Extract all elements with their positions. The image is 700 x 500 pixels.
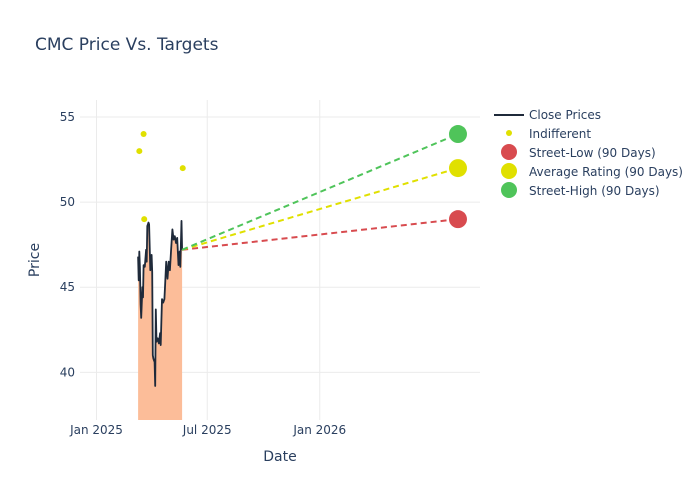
line-layer bbox=[137, 133, 459, 387]
x-tick-label-2: Jan 2026 bbox=[292, 423, 346, 437]
y-tick-label-3: 55 bbox=[60, 110, 75, 124]
legend-indifferent-marker bbox=[506, 130, 512, 136]
y-axis-title: Price bbox=[27, 243, 43, 277]
legend-street-low-label: Street-Low (90 Days) bbox=[529, 146, 656, 160]
x-axis-title: Date bbox=[263, 449, 296, 465]
legend-street-high-label: Street-High (90 Days) bbox=[529, 184, 660, 198]
x-tick-label-1: Jul 2025 bbox=[182, 423, 232, 437]
target-marker-2 bbox=[448, 125, 467, 144]
target-marker-1 bbox=[448, 159, 467, 178]
legend-close-label: Close Prices bbox=[529, 108, 601, 122]
legend-street-low-marker bbox=[501, 144, 517, 160]
chart-title: CMC Price Vs. Targets bbox=[35, 35, 219, 55]
indifferent-point-2 bbox=[141, 216, 148, 223]
close-price-line bbox=[137, 220, 183, 387]
y-tick-label-1: 45 bbox=[60, 280, 75, 294]
legend-average-marker bbox=[501, 163, 517, 179]
legend-average-label: Average Rating (90 Days) bbox=[529, 165, 683, 179]
indifferent-point-0 bbox=[136, 148, 143, 155]
y-tick-label-0: 40 bbox=[60, 365, 75, 379]
indifferent-point-3 bbox=[179, 165, 186, 172]
area-layer bbox=[138, 220, 183, 420]
y-tick-label-2: 50 bbox=[60, 195, 75, 209]
close-price-area bbox=[138, 220, 183, 420]
target-line-1 bbox=[181, 167, 459, 251]
ticks: Jan 2025 Jul 2025 Jan 2026 40 45 50 55 bbox=[60, 110, 346, 437]
legend-street-high-marker bbox=[501, 182, 517, 198]
target-line-0 bbox=[182, 218, 459, 251]
legend[interactable]: Close Prices Indifferent Street-Low (90 … bbox=[494, 108, 683, 198]
legend-indifferent-label: Indifferent bbox=[529, 127, 591, 141]
indifferent-point-1 bbox=[140, 131, 147, 138]
x-tick-label-0: Jan 2025 bbox=[69, 423, 123, 437]
points-layer bbox=[136, 125, 467, 229]
target-marker-0 bbox=[448, 210, 467, 229]
